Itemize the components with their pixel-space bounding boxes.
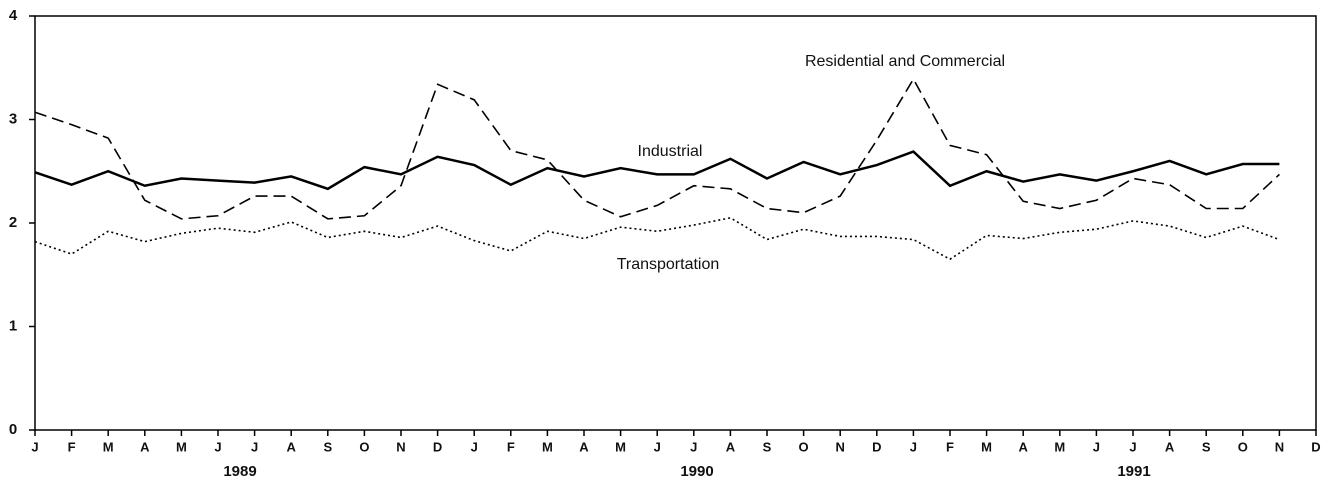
x-tick-label: J [690,439,697,454]
x-tick-label: F [507,439,515,454]
x-tick-label: J [1093,439,1100,454]
year-label: 1990 [680,463,713,480]
x-tick-label: D [872,439,881,454]
x-tick-label: O [359,439,369,454]
x-tick-label: N [1275,439,1284,454]
series-annotation: Transportation [617,256,720,273]
x-tick-label: A [1019,439,1029,454]
x-tick-label: J [251,439,258,454]
x-tick-label: J [31,439,38,454]
year-label: 1991 [1117,463,1150,480]
x-tick-label: A [579,439,589,454]
x-tick-label: J [910,439,917,454]
x-tick-label: A [140,439,150,454]
x-tick-label: S [763,439,772,454]
x-tick-label: O [1238,439,1248,454]
x-tick-label: M [981,439,992,454]
x-tick-label: N [396,439,405,454]
x-tick-label: M [176,439,187,454]
series-annotation: Residential and Commercial [805,53,1005,70]
x-tick-label: D [433,439,442,454]
x-tick-label: J [654,439,661,454]
x-tick-label: A [726,439,736,454]
y-tick-label: 0 [9,421,17,438]
x-tick-label: S [1202,439,1211,454]
series-line [34,216,1280,261]
x-tick-label: M [103,439,114,454]
series-annotation: Industrial [638,143,703,160]
x-tick-label: S [323,439,332,454]
x-tick-label: D [1311,439,1320,454]
year-label: 1989 [223,463,256,480]
x-tick-label: F [68,439,76,454]
x-tick-label: A [287,439,297,454]
x-tick-label: J [1129,439,1136,454]
y-tick-label: 3 [9,110,17,127]
y-tick-label: 2 [9,214,17,231]
x-tick-label: N [836,439,845,454]
x-tick-label: M [615,439,626,454]
x-tick-label: M [542,439,553,454]
series-line [34,150,1280,191]
x-tick-label: O [799,439,809,454]
series-line [34,77,1280,220]
plot-frame [34,15,1317,431]
x-tick-label: M [1054,439,1065,454]
x-tick-label: J [214,439,221,454]
y-tick-label: 1 [9,317,17,334]
y-tick-label: 4 [9,7,18,24]
x-tick-label: A [1165,439,1175,454]
x-tick-label: J [471,439,478,454]
x-tick-label: F [946,439,954,454]
